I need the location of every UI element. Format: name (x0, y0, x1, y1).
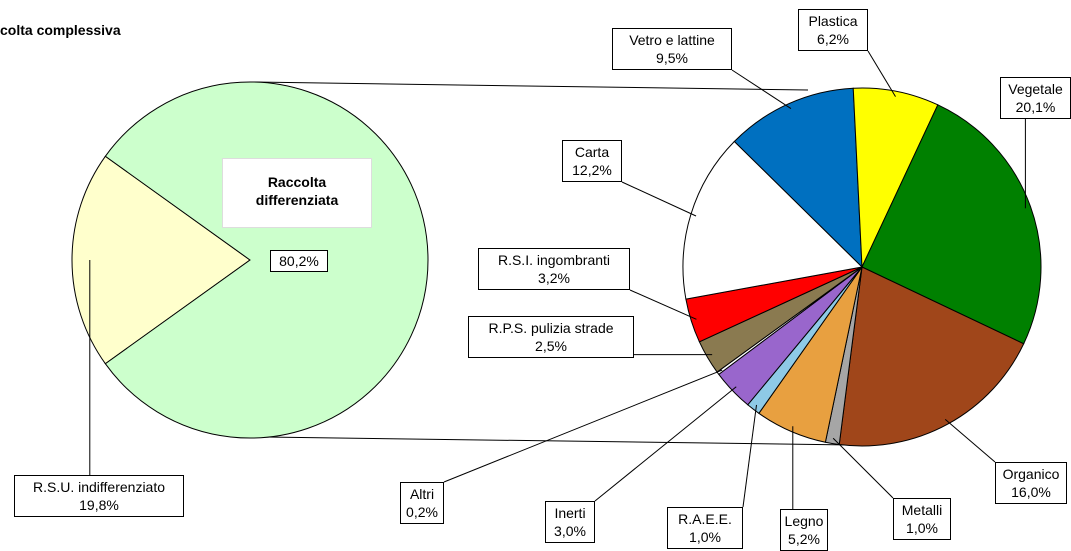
data-label: R.A.E.E. 1,0% (667, 507, 743, 549)
leader-line (629, 289, 697, 320)
leader-line (443, 369, 723, 483)
data-label: 80,2% (270, 250, 328, 272)
pie-slice (838, 266, 1025, 447)
label-value: 5,2% (788, 531, 820, 547)
connector-line (264, 436, 853, 446)
data-label: Altri 0,2% (400, 482, 444, 524)
label-name: Vetro e lattine (629, 32, 715, 48)
label-name: Vegetale (1008, 81, 1063, 97)
label-value: 1,0% (689, 529, 721, 545)
label-name: Metalli (901, 502, 943, 518)
data-label: R.S.I. ingombranti 3,2% (478, 248, 630, 290)
label-value: 9,5% (656, 50, 688, 66)
pie-slice (71, 155, 251, 365)
label-value: 20,1% (1015, 99, 1056, 115)
data-label: Vetro e lattine 9,5% (612, 28, 732, 70)
label-name: R.S.U. indifferenziato (32, 479, 166, 495)
leader-line (731, 69, 792, 109)
pie-slice (682, 140, 864, 300)
category-label: Raccolta differenziata (222, 158, 372, 228)
data-label: Carta 12,2% (562, 140, 622, 182)
leader-line (594, 386, 737, 502)
data-label: Plastica 6,2% (798, 9, 868, 51)
label-value: 80,2% (279, 253, 319, 269)
data-label: Legno 5,2% (780, 509, 828, 551)
label-name: R.S.I. ingombranti (497, 252, 611, 268)
data-label: Inerti 3,0% (545, 501, 595, 543)
label-value: 19,8% (79, 497, 119, 513)
label-value: 12,2% (572, 162, 612, 178)
label-value: 6,2% (817, 31, 849, 47)
label-name: Legno (784, 513, 824, 529)
leader-line (742, 404, 757, 508)
data-label: Organico 16,0% (995, 462, 1067, 504)
label-value: 3,2% (538, 270, 570, 286)
data-label: Metalli 1,0% (893, 498, 951, 540)
data-label: R.S.U. indifferenziato 19,8% (14, 475, 184, 517)
label-name: Plastica (808, 13, 858, 29)
label-value: 1,0% (906, 520, 938, 536)
label-name: Organico (1002, 466, 1060, 482)
label-value: 16,0% (1011, 484, 1051, 500)
chart-title: colta complessiva (0, 22, 121, 38)
pie-slice (861, 104, 1042, 345)
leader-line (621, 181, 697, 217)
data-label: Vegetale 20,1% (1000, 77, 1071, 119)
label-value: 3,0% (554, 523, 586, 539)
label-name: Carta (574, 144, 610, 160)
label-name: Altri (409, 486, 435, 502)
label-name: R.P.S. pulizia strade (488, 320, 614, 336)
leader-line (832, 437, 894, 499)
label-name: R.A.E.E. (678, 511, 732, 527)
leader-line (867, 50, 896, 97)
leader-line (944, 418, 996, 463)
label-value: 0,2% (406, 504, 438, 520)
label-name: Raccolta differenziata (255, 174, 339, 208)
connector-line (249, 81, 809, 91)
label-name: Inerti (554, 505, 586, 521)
data-label: R.P.S. pulizia strade 2,5% (468, 316, 634, 358)
pie-slice (733, 87, 863, 269)
label-value: 2,5% (535, 338, 567, 354)
